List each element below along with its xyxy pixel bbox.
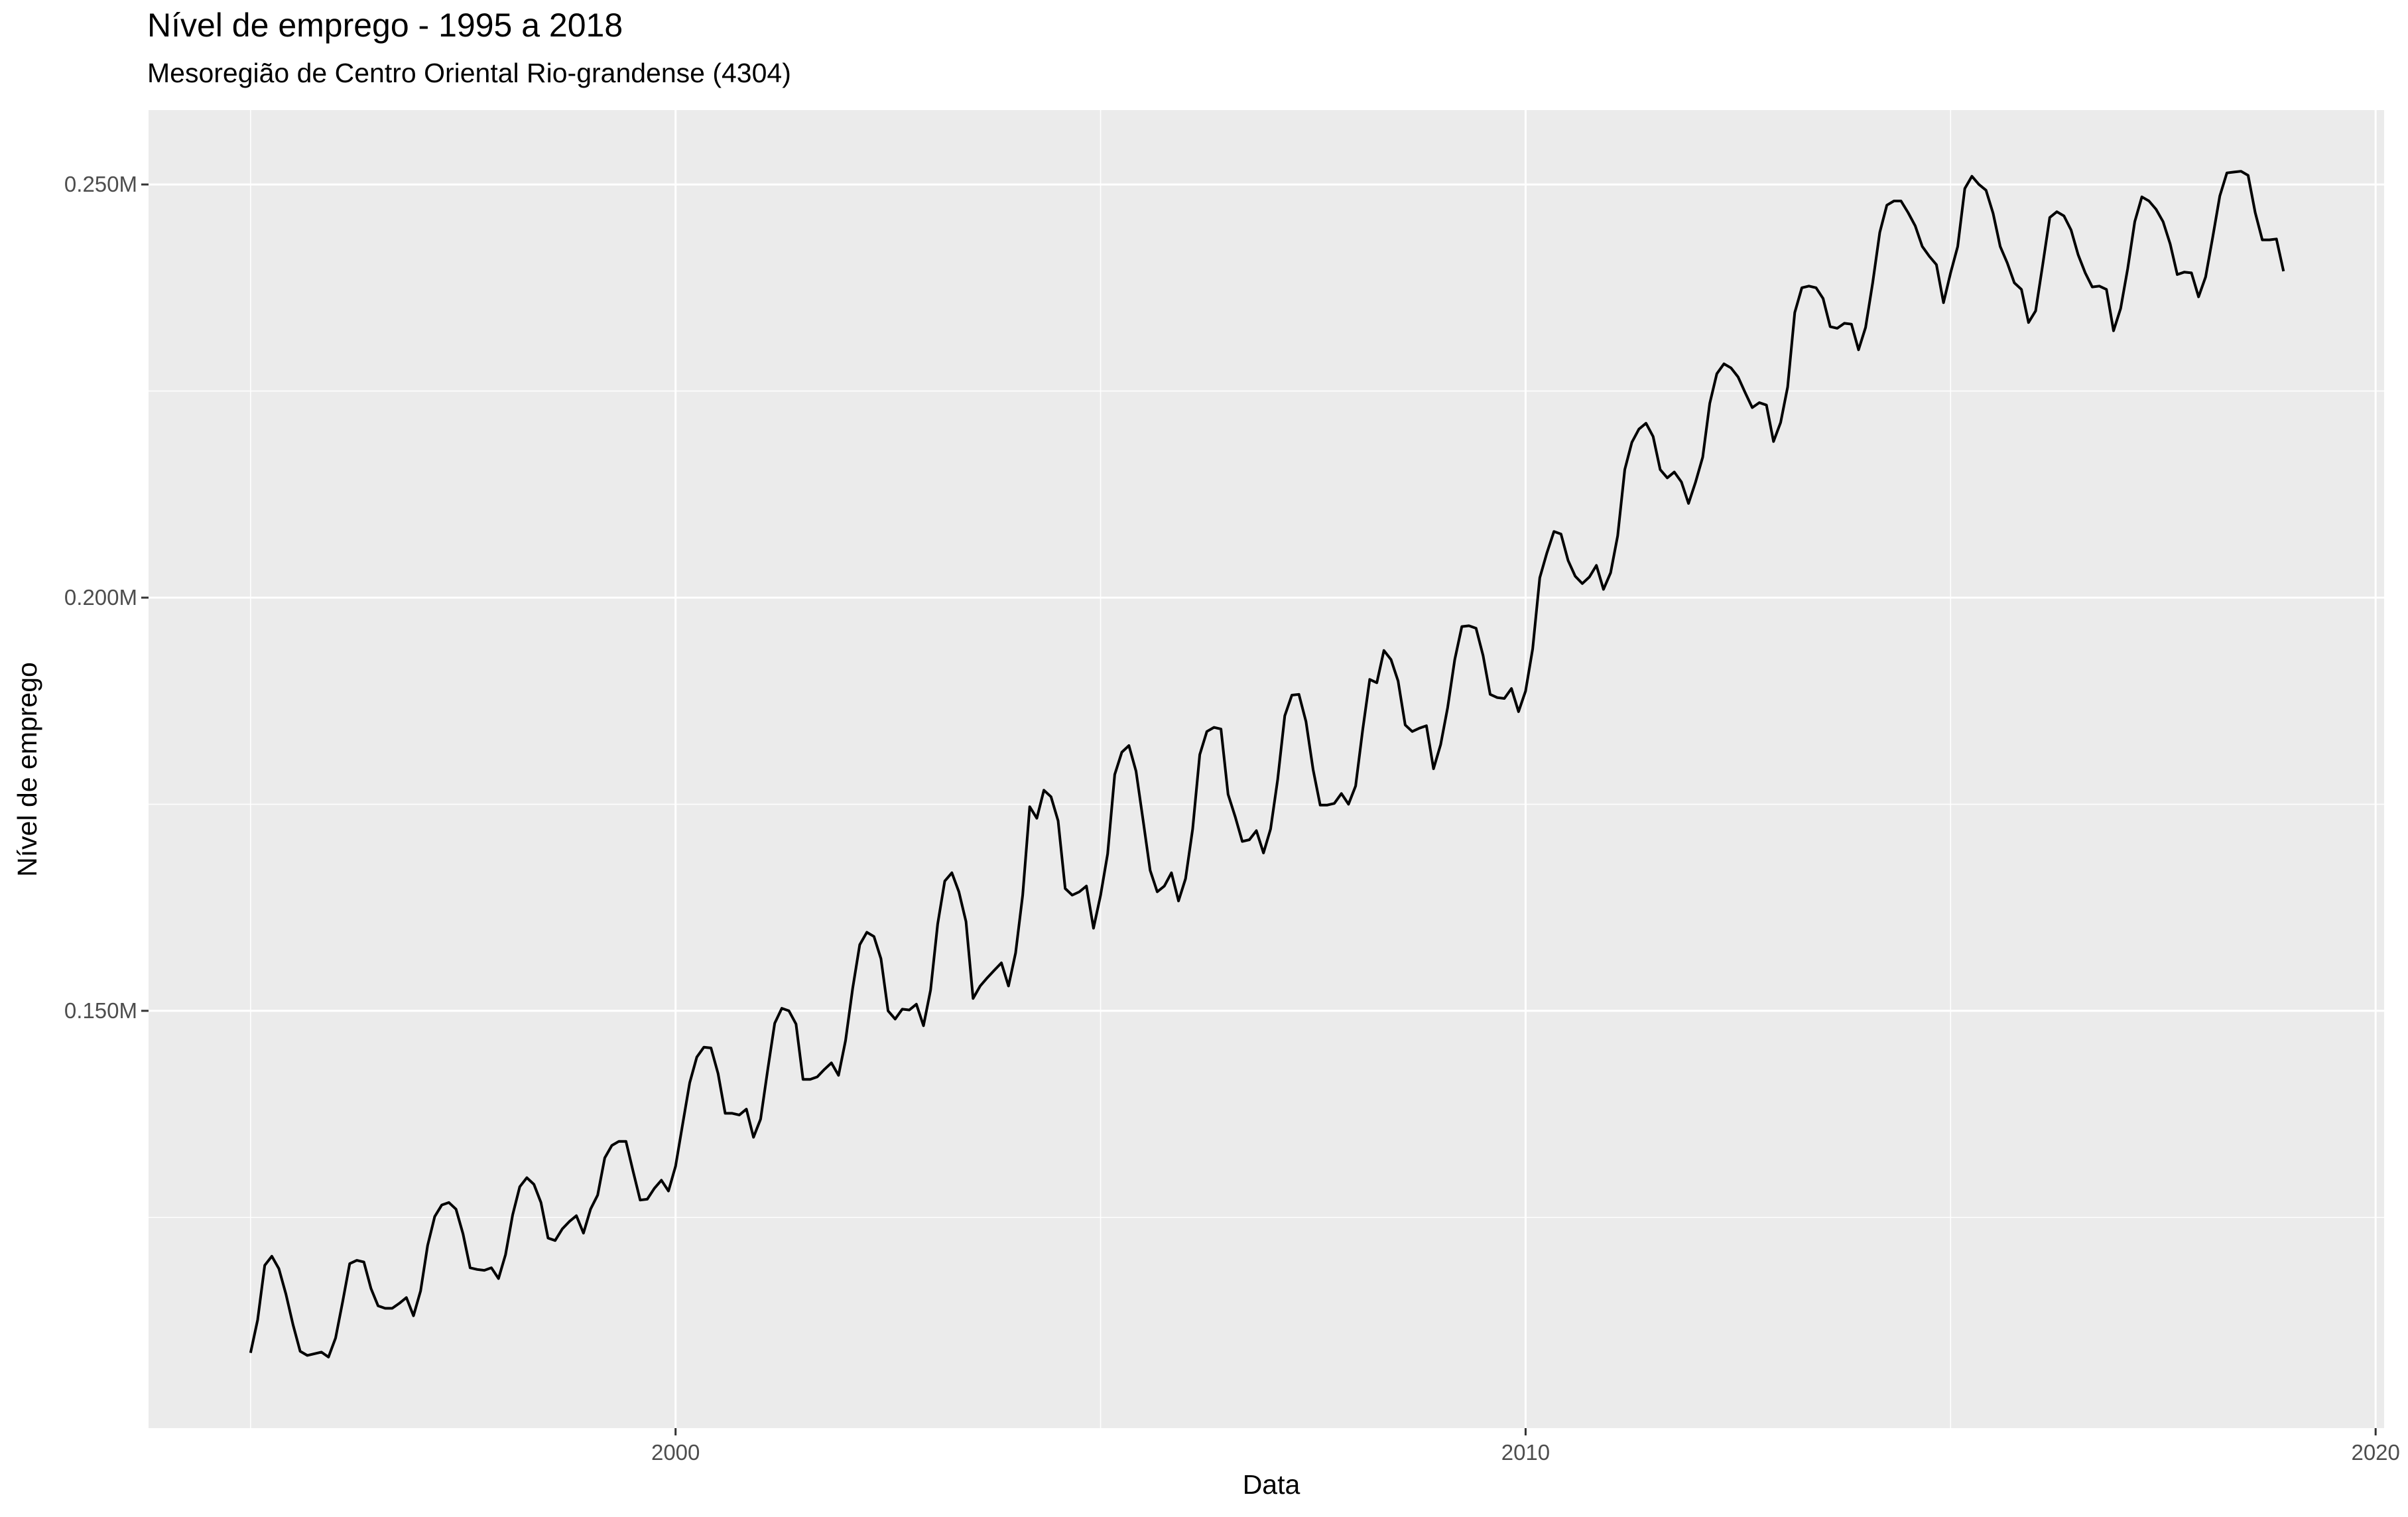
x-tick-label: 2000 — [651, 1440, 700, 1465]
chart-title: Nível de emprego - 1995 a 2018 — [147, 7, 623, 44]
x-tick-label: 2020 — [2351, 1440, 2399, 1465]
y-axis-title: Nível de emprego — [12, 662, 42, 877]
y-tick-label: 0.250M — [64, 172, 137, 196]
tick-labels: 2000 2010 2020 0.150M 0.200M 0.250M — [64, 172, 2400, 1465]
y-tick-label: 0.200M — [64, 585, 137, 610]
series-line — [249, 170, 2285, 1358]
major-gridlines — [149, 110, 2384, 1428]
minor-gridlines — [149, 110, 2384, 1428]
axis-ticks — [141, 183, 2377, 1435]
y-tick-label: 0.150M — [64, 998, 137, 1023]
plot-panel — [149, 110, 2384, 1428]
x-axis-title: Data — [1243, 1469, 1300, 1500]
x-tick-label: 2010 — [1501, 1440, 1550, 1465]
chart-subtitle: Mesoregião de Centro Oriental Rio-grande… — [147, 58, 791, 88]
